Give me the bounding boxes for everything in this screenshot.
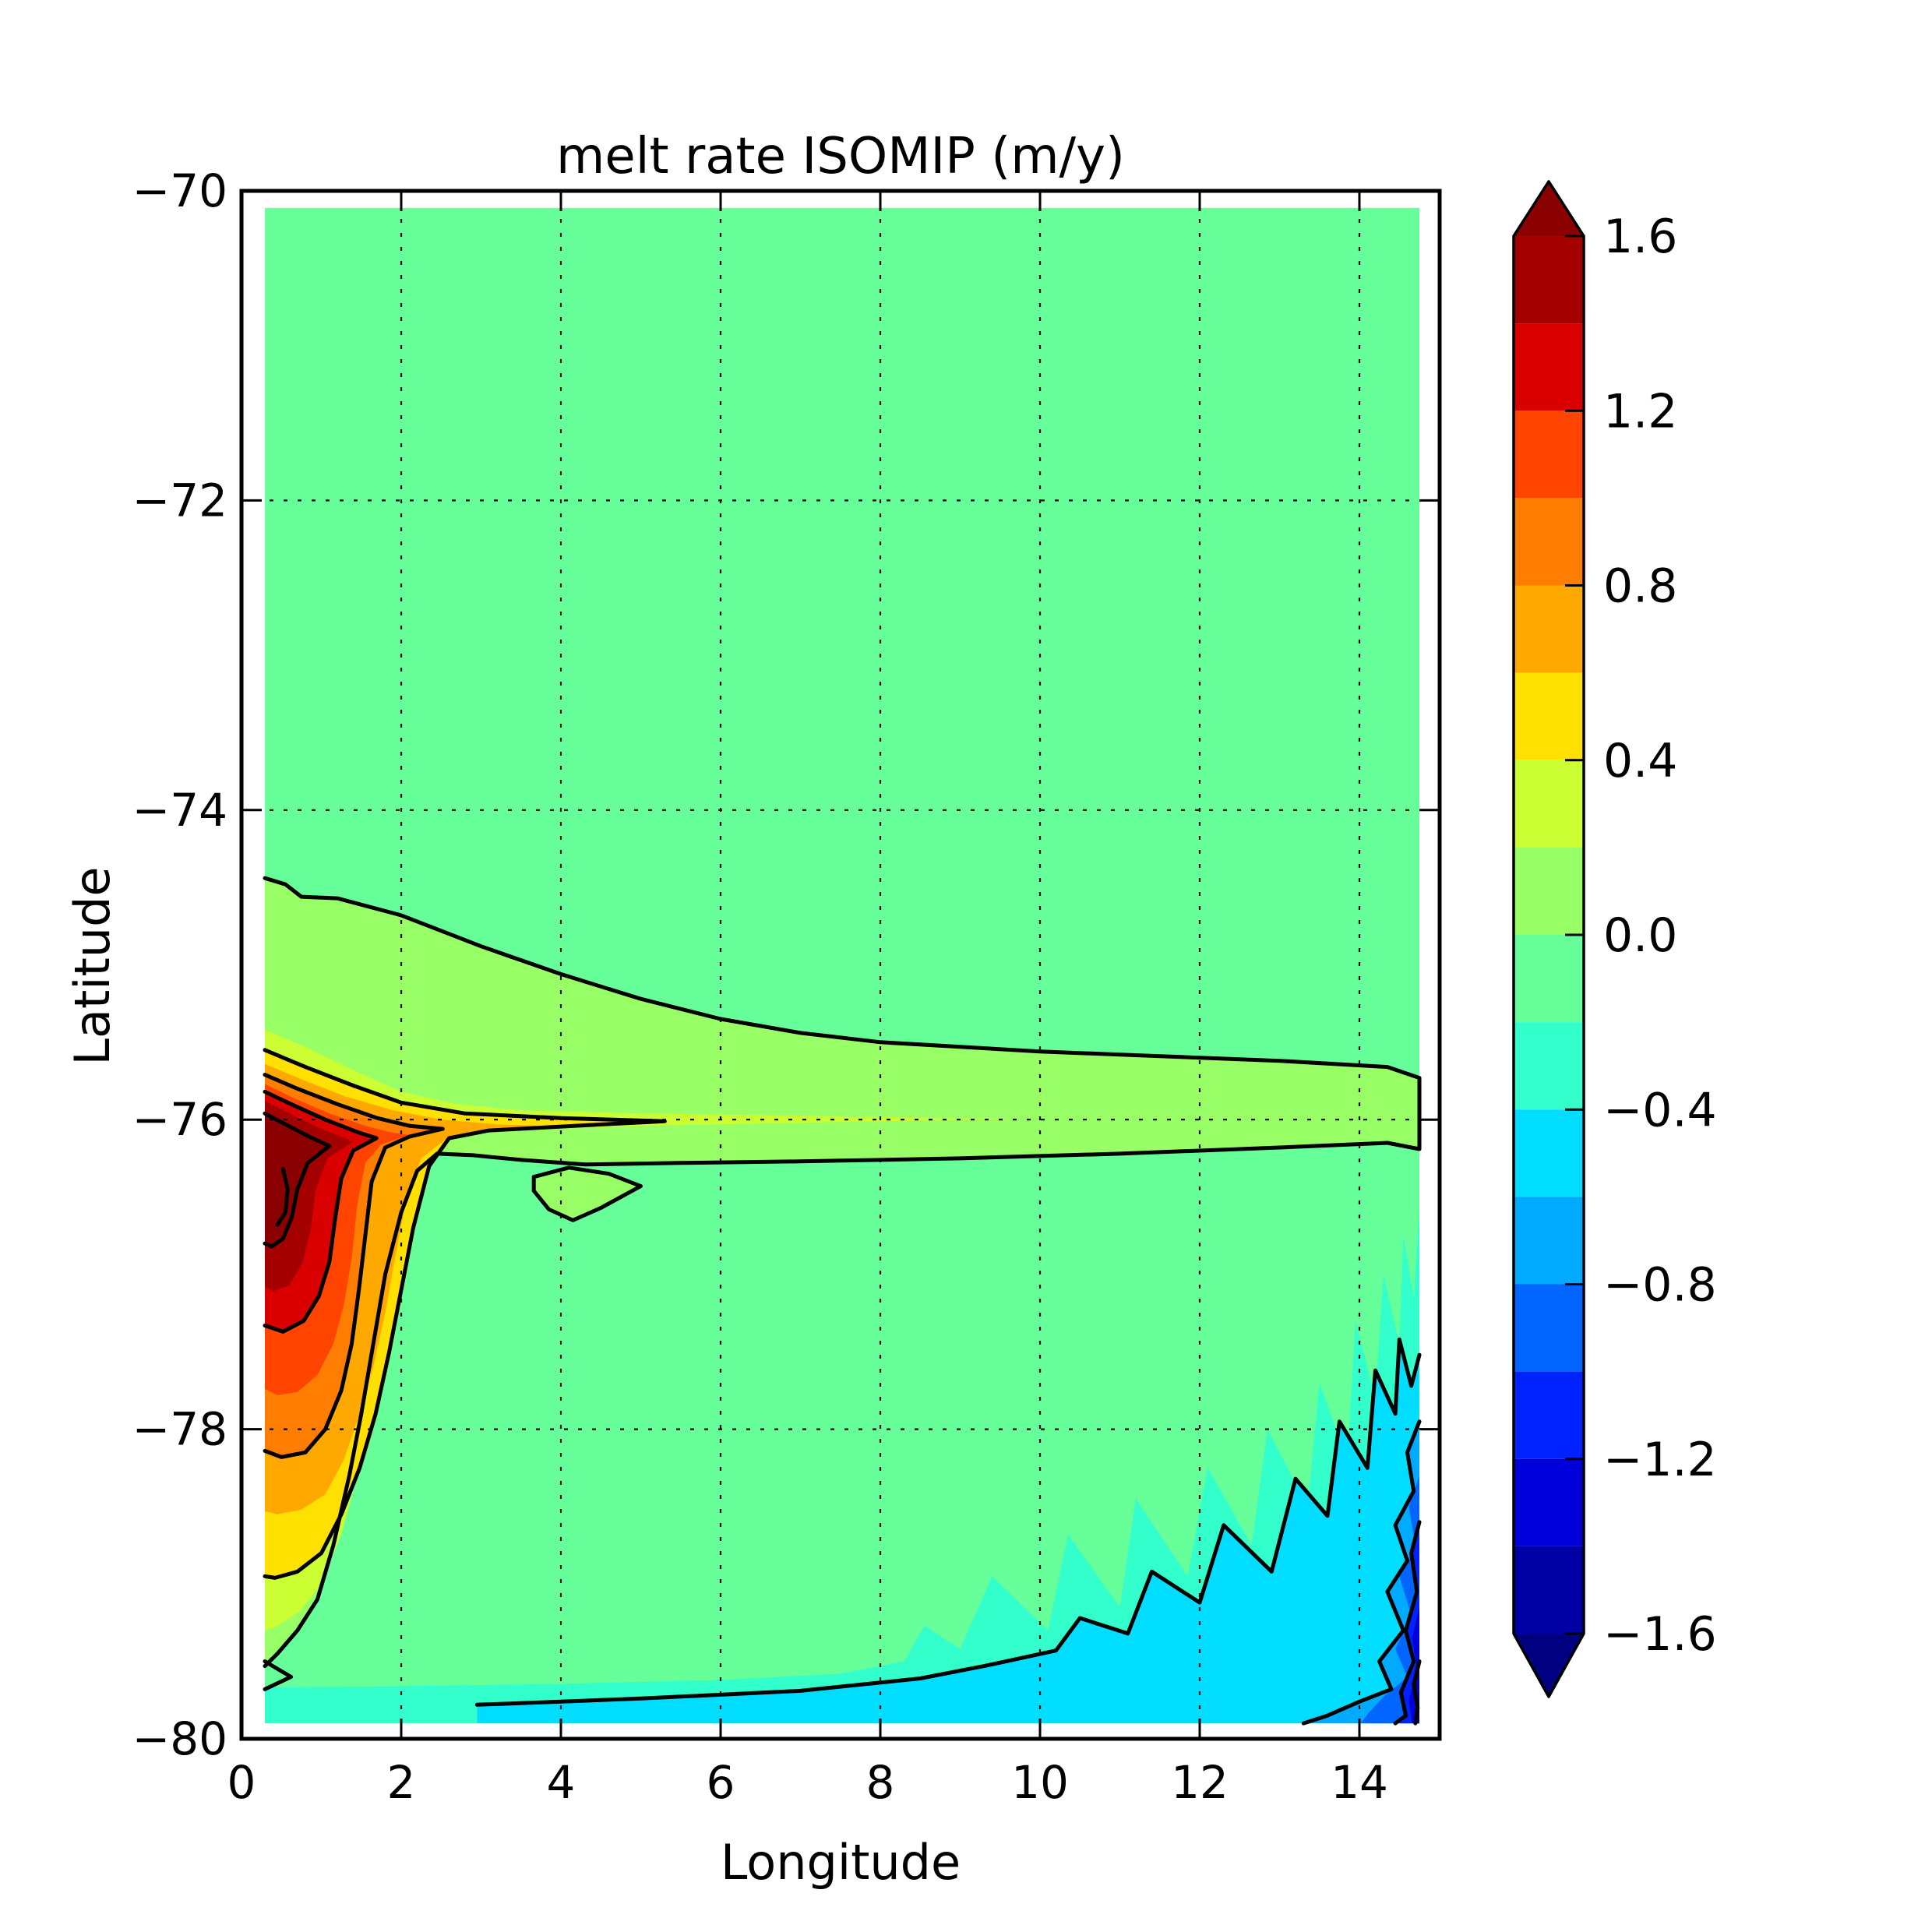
colorbar-tick-label-−1.2: −1.2 [1603,1433,1717,1487]
tick-labels: 0 2 4 6 8 10 12 14 −70 −72 −74 −76 −78 −80 [132,164,1388,1809]
contour-line-0-6 [531,1165,643,1222]
plot-frame [239,189,1442,1741]
y-tick-label-−70: −70 [132,164,227,217]
colorbar: 1.6 1.2 0.8 0.4 0.0 −0.4 −0.8 −1.2 −1.6 [1512,180,1717,1698]
colorbar-tick-label-−0.8: −0.8 [1603,1258,1717,1313]
contour-line-0.4-1 [263,1048,667,1580]
axes-frame [239,189,1442,1741]
x-tick-label-2: 2 [387,1756,416,1809]
x-tick-label-4: 4 [547,1756,576,1809]
contour-region-band-m10-m08 [1361,1475,1419,1724]
y-tick-label-−80: −80 [132,1712,227,1765]
colorbar-segment--1.2--1 [1514,1371,1584,1459]
plot-title: melt rate ISOMIP (m/y) [556,128,1125,185]
colorbar-tick-label-0.8: 0.8 [1603,559,1677,614]
contour-region-band-over-16-core [265,1113,330,1247]
colorbar-segment--0.8--0.6 [1514,1197,1584,1285]
contour-line-0-0 [263,876,1422,1669]
colorbar-segment-0.4-0.6 [1514,672,1584,760]
contour-region-band-m04-m02 [265,1212,1419,1724]
y-tick-label-−74: −74 [132,784,227,837]
colorbar-tick-label-1.6: 1.6 [1603,210,1677,264]
contour-line-1.6-4 [263,1111,332,1249]
colorbar-tick-label-0.0: 0.0 [1603,908,1677,963]
contour-line-0.8-2 [263,1073,445,1459]
colorbar-tick-label-−1.6: −1.6 [1603,1607,1717,1662]
x-tick-label-10: 10 [1011,1756,1069,1809]
colorbar-segment-0.2-0.4 [1514,760,1584,848]
colorbar-segment--1.6--1.4 [1514,1546,1584,1634]
x-axis-label: Longitude [721,1834,961,1891]
contour-line--1.2-10 [1393,1520,1422,1726]
axis-ticks [240,189,1440,1740]
x-tick-label-8: 8 [866,1756,895,1809]
x-tick-label-14: 14 [1331,1756,1388,1809]
colorbar-segment-0-0.2 [1514,847,1584,935]
colorbar-tick-label-0.4: 0.4 [1603,734,1677,788]
x-tick-label-6: 6 [707,1756,735,1809]
y-tick-label-−72: −72 [132,474,227,527]
colorbar-segment-1.2-1.4 [1514,323,1584,411]
contour-line-0-7 [263,1659,294,1691]
contour-region-band-00-02 [265,878,1419,1666]
colorbar-segment-1.4-1.6 [1514,236,1584,324]
colorbar-segment-0.8-1 [1514,498,1584,586]
colorbar-segment--0.4--0.2 [1514,1022,1584,1110]
contour-region-band-m12-m10 [1395,1521,1419,1724]
contour-line-1.2-3 [263,1089,379,1334]
x-tick-label-0: 0 [227,1756,256,1809]
contour-region-band-m06-m04 [477,1339,1419,1724]
y-tick-label-−76: −76 [132,1093,227,1146]
gridlines [242,191,1440,1739]
contour-line-1.6-5 [275,1167,290,1227]
colorbar-tick-label-1.2: 1.2 [1603,384,1677,439]
colorbar-segment--1.4--1.2 [1514,1458,1584,1546]
contour-lines [263,876,1422,1726]
colorbar-over-arrow [1514,182,1584,236]
y-tick-label-−78: −78 [132,1403,227,1456]
x-tick-label-12: 12 [1171,1756,1229,1809]
contour-line--0.4-8 [474,1337,1422,1707]
colorbar-under-arrow [1514,1634,1584,1697]
contour-line--0.8-9 [1301,1419,1422,1726]
colorbar-segment--1--0.8 [1514,1284,1584,1372]
contour-region-island-00-02 [534,1167,641,1221]
contour-region-data-extent-background-m02-00 [265,207,1419,1724]
contour-fills [265,207,1419,1724]
colorbar-tick-label-−0.4: −0.4 [1603,1083,1717,1137]
colorbar-segment-1-1.2 [1514,411,1584,499]
colorbar-segment-0.6-0.8 [1514,585,1584,673]
y-axis-label: Latitude [64,866,121,1065]
colorbar-segment--0.6--0.4 [1514,1109,1584,1197]
contour-line--1.6-11 [1412,1659,1422,1726]
colorbar-segment--0.2-0 [1514,935,1584,1023]
